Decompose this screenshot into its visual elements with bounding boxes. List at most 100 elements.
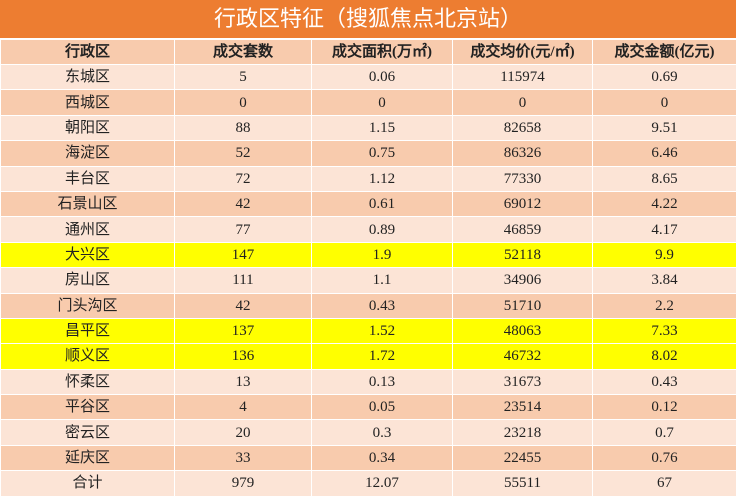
- value-cell: 4.22: [592, 190, 737, 218]
- district-cell: 东城区: [0, 63, 175, 91]
- value-cell: 7.33: [592, 317, 737, 345]
- value-cell: 22455: [452, 444, 593, 472]
- value-cell: 9.9: [592, 241, 737, 269]
- value-cell: 33: [174, 444, 312, 472]
- table-row: 怀柔区 13 0.13 31673 0.43: [0, 368, 737, 396]
- value-cell: 1.52: [311, 317, 453, 345]
- district-cell: 昌平区: [0, 317, 175, 345]
- table-row: 海淀区 52 0.75 86326 6.46: [0, 140, 737, 167]
- value-cell: 52: [174, 140, 312, 167]
- value-cell: 48063: [452, 317, 593, 345]
- value-cell: 51710: [452, 292, 593, 319]
- value-cell: 0.61: [311, 190, 453, 218]
- table-row: 丰台区 72 1.12 77330 8.65: [0, 165, 737, 192]
- value-cell: 137: [174, 317, 312, 345]
- value-cell: 147: [174, 241, 312, 269]
- column-header: 行政区: [0, 39, 175, 65]
- district-table: 行政区 成交套数 成交面积(万㎡) 成交均价(元/㎡) 成交金额(亿元) 东城区 5 0.0…: [0, 39, 737, 497]
- value-cell: 0.7: [592, 419, 737, 446]
- value-cell: 42: [174, 190, 312, 218]
- district-cell: 石景山区: [0, 190, 175, 218]
- value-cell: 12.07: [311, 470, 453, 497]
- value-cell: 0.12: [592, 394, 737, 421]
- value-cell: 1.72: [311, 343, 453, 370]
- value-cell: 52118: [452, 241, 593, 269]
- table-row: 东城区 5 0.06 115974 0.69: [0, 63, 737, 91]
- table-row: 房山区 111 1.1 34906 3.84: [0, 267, 737, 294]
- value-cell: 0.89: [311, 216, 453, 243]
- value-cell: 0.05: [311, 394, 453, 421]
- table-title: 行政区特征（搜狐焦点北京站）: [0, 0, 736, 39]
- district-cell: 通州区: [0, 216, 175, 243]
- value-cell: 72: [174, 165, 312, 192]
- value-cell: 8.02: [592, 343, 737, 370]
- district-cell: 大兴区: [0, 241, 175, 269]
- district-cell: 海淀区: [0, 140, 175, 167]
- value-cell: 42: [174, 292, 312, 319]
- value-cell: 31673: [452, 368, 593, 396]
- district-cell: 顺义区: [0, 343, 175, 370]
- value-cell: 4.17: [592, 216, 737, 243]
- value-cell: 88: [174, 114, 312, 142]
- district-cell: 延庆区: [0, 444, 175, 472]
- value-cell: 0.34: [311, 444, 453, 472]
- value-cell: 77330: [452, 165, 593, 192]
- table-row: 西城区 0 0 0 0: [0, 89, 737, 116]
- value-cell: 2.2: [592, 292, 737, 319]
- value-cell: 0: [311, 89, 453, 116]
- value-cell: 86326: [452, 140, 593, 167]
- value-cell: 9.51: [592, 114, 737, 142]
- column-header: 成交均价(元/㎡): [452, 39, 593, 65]
- table-row: 门头沟区 42 0.43 51710 2.2: [0, 292, 737, 319]
- table-row: 朝阳区 88 1.15 82658 9.51: [0, 114, 737, 142]
- district-cell: 怀柔区: [0, 368, 175, 396]
- column-header: 成交金额(亿元): [592, 39, 737, 65]
- value-cell: 136: [174, 343, 312, 370]
- value-cell: 1.12: [311, 165, 453, 192]
- value-cell: 6.46: [592, 140, 737, 167]
- value-cell: 1.15: [311, 114, 453, 142]
- value-cell: 0.06: [311, 63, 453, 91]
- table-row: 顺义区 136 1.72 46732 8.02: [0, 343, 737, 370]
- district-cell: 朝阳区: [0, 114, 175, 142]
- district-cell: 房山区: [0, 267, 175, 294]
- table-row: 昌平区 137 1.52 48063 7.33: [0, 317, 737, 345]
- value-cell: 46732: [452, 343, 593, 370]
- value-cell: 0: [174, 89, 312, 116]
- value-cell: 69012: [452, 190, 593, 218]
- value-cell: 13: [174, 368, 312, 396]
- value-cell: 1.1: [311, 267, 453, 294]
- value-cell: 0.3: [311, 419, 453, 446]
- value-cell: 67: [592, 470, 737, 497]
- district-cell: 密云区: [0, 419, 175, 446]
- value-cell: 0.69: [592, 63, 737, 91]
- value-cell: 0.75: [311, 140, 453, 167]
- district-cell: 丰台区: [0, 165, 175, 192]
- value-cell: 23514: [452, 394, 593, 421]
- value-cell: 20: [174, 419, 312, 446]
- table-row: 通州区 77 0.89 46859 4.17: [0, 216, 737, 243]
- district-cell: 平谷区: [0, 394, 175, 421]
- value-cell: 0: [452, 89, 593, 116]
- value-cell: 5: [174, 63, 312, 91]
- value-cell: 115974: [452, 63, 593, 91]
- value-cell: 979: [174, 470, 312, 497]
- value-cell: 46859: [452, 216, 593, 243]
- district-cell: 西城区: [0, 89, 175, 116]
- value-cell: 3.84: [592, 267, 737, 294]
- total-row: 合计 979 12.07 55511 67: [0, 470, 737, 497]
- value-cell: 0.43: [592, 368, 737, 396]
- column-header: 成交面积(万㎡): [311, 39, 453, 65]
- value-cell: 0.43: [311, 292, 453, 319]
- column-header: 成交套数: [174, 39, 312, 65]
- table-row: 大兴区 147 1.9 52118 9.9: [0, 241, 737, 269]
- value-cell: 8.65: [592, 165, 737, 192]
- value-cell: 82658: [452, 114, 593, 142]
- table-row: 延庆区 33 0.34 22455 0.76: [0, 444, 737, 472]
- district-cell: 合计: [0, 470, 175, 497]
- value-cell: 1.9: [311, 241, 453, 269]
- value-cell: 0.76: [592, 444, 737, 472]
- value-cell: 4: [174, 394, 312, 421]
- table-row: 石景山区 42 0.61 69012 4.22: [0, 190, 737, 218]
